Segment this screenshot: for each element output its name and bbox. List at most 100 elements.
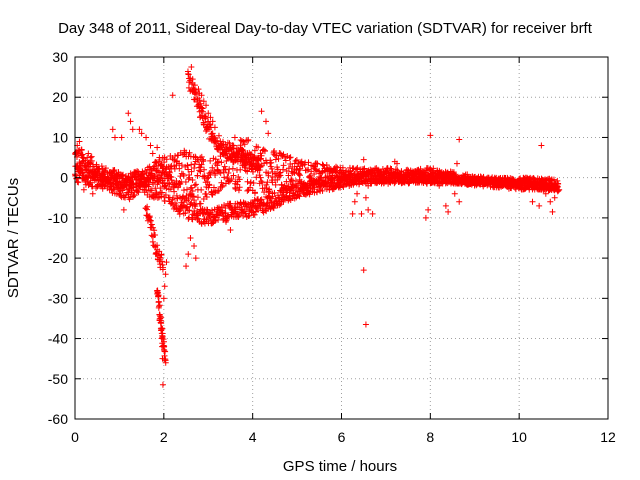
- band-point: [198, 153, 205, 160]
- band-point: [280, 198, 287, 205]
- band-point: [211, 134, 218, 141]
- band-point: [101, 174, 108, 181]
- band-point: [198, 112, 205, 119]
- band-point: [297, 172, 303, 179]
- band-point: [234, 181, 241, 188]
- outlier-point: [169, 92, 176, 99]
- outlier-point: [163, 259, 170, 266]
- band-point: [225, 212, 232, 219]
- band-point: [182, 178, 189, 185]
- band-point: [165, 180, 172, 187]
- outlier-point: [442, 202, 449, 209]
- band-point: [93, 169, 100, 176]
- band-point: [292, 184, 299, 191]
- band-point: [256, 163, 263, 170]
- band-point: [226, 140, 233, 147]
- band-point: [268, 159, 275, 166]
- outlier-point: [422, 214, 429, 221]
- band-point: [131, 174, 138, 181]
- band-point: [209, 164, 216, 171]
- band-point: [201, 166, 208, 173]
- band-point: [259, 179, 266, 186]
- outlier-point: [547, 198, 554, 205]
- band-point: [401, 173, 408, 180]
- band-point: [185, 207, 192, 214]
- band-point: [215, 187, 222, 194]
- band-point: [274, 166, 281, 173]
- band-point: [261, 148, 268, 155]
- band-point: [251, 154, 258, 161]
- band-point: [189, 187, 196, 194]
- band-point: [150, 224, 157, 231]
- outlier-point: [223, 218, 230, 225]
- band-point: [236, 176, 243, 183]
- outlier-point: [427, 132, 434, 139]
- band-point: [200, 157, 207, 164]
- outlier-point: [365, 182, 372, 189]
- outlier-point: [425, 206, 432, 213]
- y-tick-label: 30: [52, 49, 68, 65]
- band-point: [158, 161, 165, 168]
- band-point: [199, 108, 206, 115]
- band-point: [198, 161, 205, 168]
- band-point: [153, 249, 160, 256]
- band-point: [255, 144, 262, 151]
- band-point: [175, 181, 182, 188]
- outlier-point: [185, 251, 192, 258]
- band-point: [198, 186, 205, 193]
- band-point: [186, 149, 193, 156]
- band-point: [98, 163, 105, 170]
- outlier-point: [445, 208, 452, 215]
- outlier-point: [187, 235, 194, 241]
- band-point: [239, 207, 246, 214]
- band-point: [224, 174, 231, 181]
- outlier-point: [183, 263, 190, 270]
- band-point: [250, 179, 257, 186]
- x-axis-label: GPS time / hours: [283, 458, 397, 475]
- outlier-point: [525, 182, 532, 189]
- band-point: [360, 173, 367, 180]
- band-point: [85, 172, 92, 179]
- band-point: [151, 177, 158, 184]
- outlier-point: [209, 118, 216, 125]
- band-point: [159, 168, 166, 175]
- band-point: [163, 185, 170, 192]
- band-point: [268, 165, 275, 172]
- outlier-point: [203, 102, 210, 109]
- band-point: [204, 172, 211, 179]
- outlier-point: [451, 190, 458, 197]
- band-point: [286, 154, 293, 161]
- band-point: [214, 188, 221, 195]
- outlier-point: [542, 190, 549, 197]
- band-point: [146, 170, 153, 177]
- band-point: [258, 196, 265, 203]
- band-point: [194, 172, 201, 179]
- outlier-point: [156, 154, 163, 161]
- band-point: [285, 172, 292, 179]
- band-point: [555, 187, 562, 194]
- outlier-point: [89, 190, 96, 197]
- band-point: [183, 203, 190, 210]
- band-point: [219, 183, 226, 190]
- band-point: [200, 196, 207, 203]
- band-point: [288, 177, 295, 184]
- outlier-point: [159, 355, 166, 362]
- outlier-point: [149, 150, 156, 157]
- band-point: [282, 157, 289, 164]
- band-point: [385, 170, 392, 177]
- band-point: [192, 88, 199, 95]
- band-point: [305, 159, 312, 166]
- y-tick-label: -20: [48, 250, 68, 266]
- band-point: [145, 183, 152, 190]
- x-tick-label: 0: [71, 429, 79, 445]
- band-point: [246, 149, 253, 156]
- band-point: [188, 79, 195, 86]
- outlier-point: [191, 243, 198, 250]
- band-point: [246, 212, 253, 219]
- band-point: [207, 157, 214, 164]
- band-point: [312, 166, 319, 173]
- band-point: [221, 163, 228, 170]
- band-point: [188, 161, 195, 168]
- outlier-point: [143, 134, 150, 141]
- band-point: [196, 167, 203, 174]
